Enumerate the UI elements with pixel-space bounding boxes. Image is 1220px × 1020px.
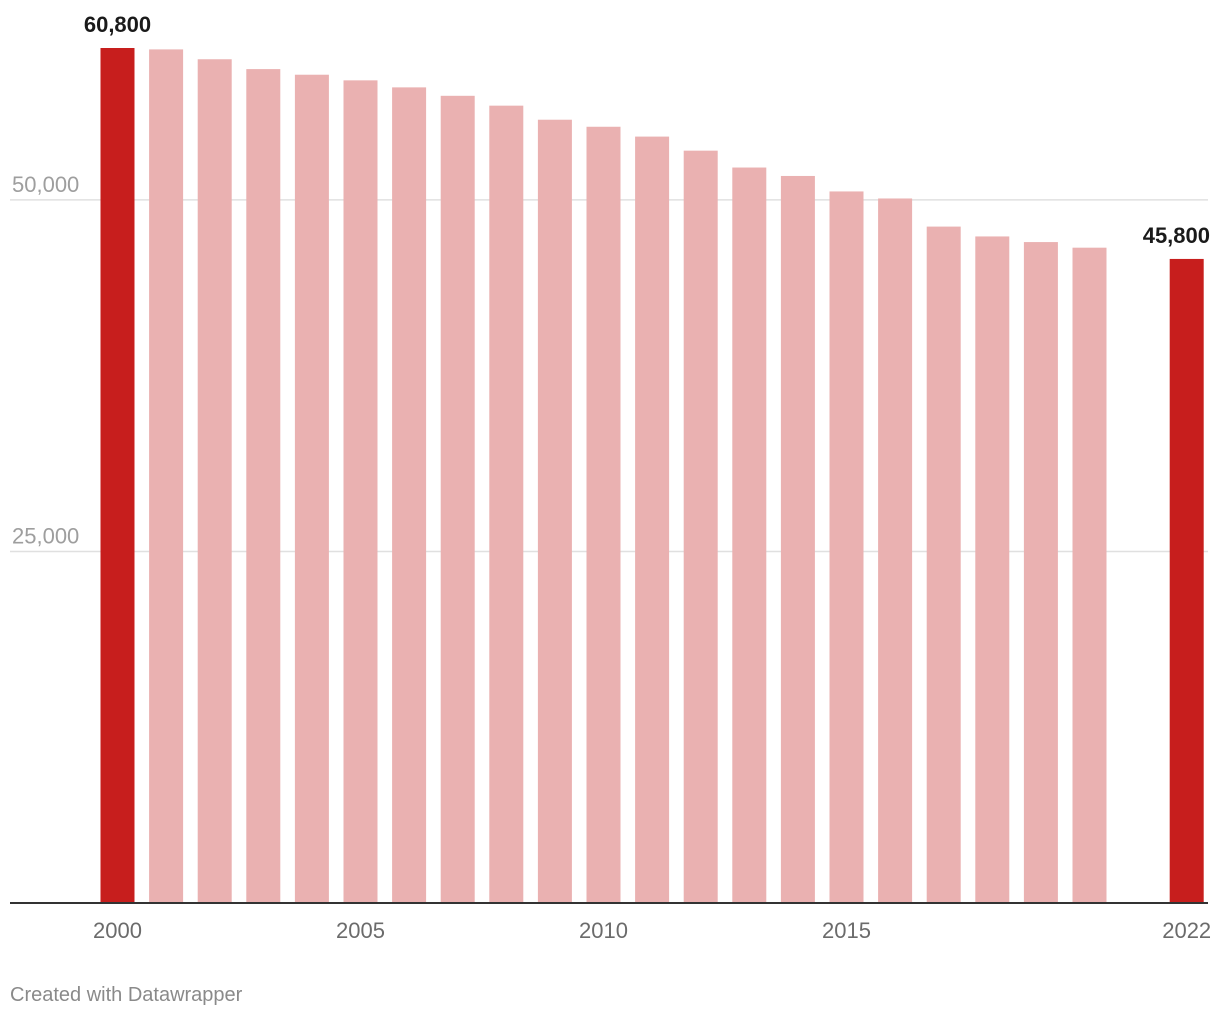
bar-2007[interactable] [440,95,475,903]
bar-2008[interactable] [489,105,524,903]
bar-2016[interactable] [878,198,913,903]
x-tick-label-2010: 2010 [579,918,628,943]
bar-2018[interactable] [975,236,1010,903]
y-tick-label-50000: 50,000 [12,172,79,197]
x-tick-label-2022: 2022 [1162,918,1211,943]
bar-2020[interactable] [1072,247,1107,903]
data-label-2022: 45,800 [1143,223,1210,248]
x-tick-label-2015: 2015 [822,918,871,943]
bar-2000[interactable] [100,48,135,903]
bar-2002[interactable] [197,59,232,903]
datawrapper-credit[interactable]: Created with Datawrapper [10,984,243,1006]
bar-2006[interactable] [392,87,427,903]
bar-2015[interactable] [829,191,864,903]
y-tick-label-25000: 25,000 [12,523,79,548]
bar-2005[interactable] [343,80,378,903]
bar-2001[interactable] [149,49,184,903]
data-label-2000: 60,800 [84,12,151,37]
x-tick-label-2005: 2005 [336,918,385,943]
bar-2022[interactable] [1169,258,1204,903]
bar-2003[interactable] [246,69,281,903]
bar-2009[interactable] [537,119,572,903]
bar-2010[interactable] [586,126,621,903]
bar-2004[interactable] [294,74,329,903]
bar-2013[interactable] [732,167,767,903]
bar-2011[interactable] [635,136,670,903]
bar-2017[interactable] [926,226,961,903]
x-tick-label-2000: 2000 [93,918,142,943]
bar-2019[interactable] [1023,242,1058,903]
bar-2014[interactable] [780,175,815,903]
bar-2012[interactable] [683,150,718,903]
